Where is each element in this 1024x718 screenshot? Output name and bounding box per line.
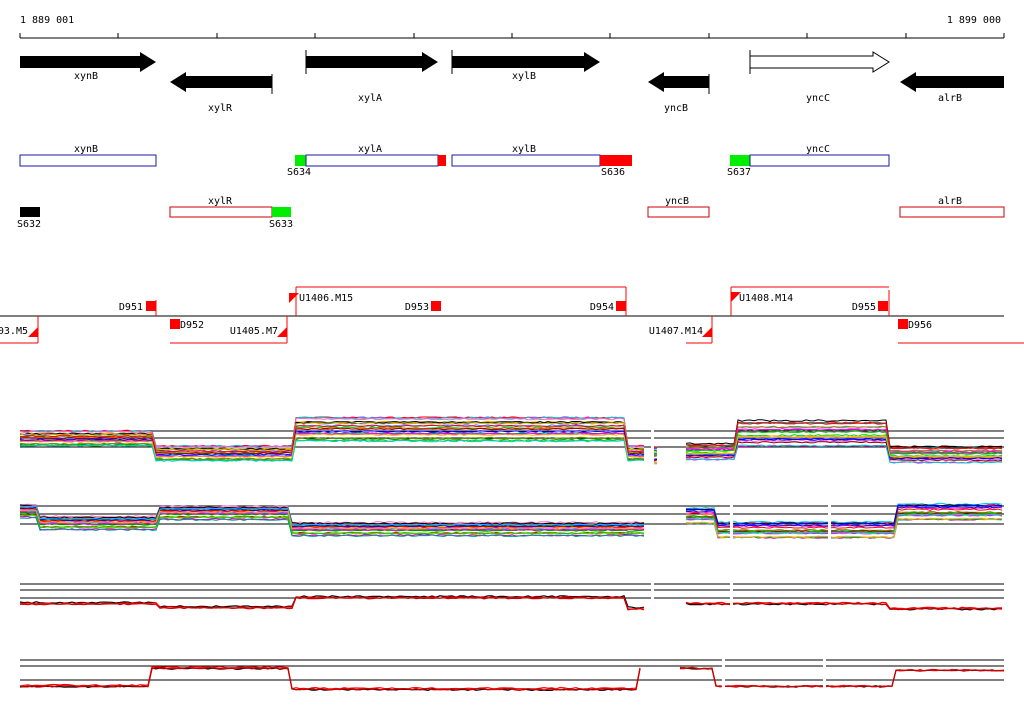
promoter-label-M5: 03.M5	[0, 326, 28, 337]
gene-arrow-xylA[interactable]	[306, 52, 438, 72]
transcript-box-xylA[interactable]	[306, 155, 438, 166]
promoter-U1405[interactable]	[277, 327, 287, 337]
track-gap	[651, 578, 654, 616]
coordinate-ruler: 1 889 001 1 899 000	[20, 15, 1004, 38]
promoter-label-U1407: U1407.M14	[649, 326, 703, 337]
reverse-average-profile-line	[20, 667, 640, 690]
gene-arrow-xynB[interactable]	[20, 52, 156, 72]
site-label-S633: S633	[269, 219, 293, 230]
site-marker-S634[interactable]	[295, 155, 306, 166]
promoter-U1407[interactable]	[702, 327, 712, 337]
gene-label-alrB: alrB	[938, 93, 962, 104]
gene-arrow-xylR[interactable]	[170, 72, 272, 92]
site-marker-S636[interactable]	[600, 155, 632, 166]
site-label-S632: S632	[17, 219, 41, 230]
track-gap	[828, 492, 831, 545]
terminator-marker-xylA[interactable]	[438, 155, 446, 166]
promoter-label-U1405: U1405.M7	[230, 326, 278, 337]
transcript-track: xynB xylA S634 xylB S636 yncC S637 S632 …	[17, 144, 1004, 230]
track-gap	[823, 655, 826, 695]
gene-label-xylA: xylA	[358, 93, 382, 104]
site-marker-S633[interactable]	[272, 207, 291, 217]
site-marker-S637[interactable]	[730, 155, 750, 166]
transcript-label-xynB: xynB	[74, 144, 98, 155]
terminator-label-D952: D952	[180, 320, 204, 331]
transcript-box-yncC[interactable]	[750, 155, 889, 166]
transcript-label-yncB: yncB	[665, 196, 689, 207]
gene-arrow-xylB[interactable]	[452, 52, 600, 72]
terminator-D955[interactable]	[878, 301, 888, 311]
gene-track: xynB xylR xylA xylB yncB yncC alrB	[20, 50, 1004, 114]
gene-label-yncC: yncC	[806, 93, 830, 104]
terminator-D956[interactable]	[898, 319, 908, 329]
terminator-label-D956: D956	[908, 320, 932, 331]
coordinate-start: 1 889 001	[20, 15, 74, 26]
forward-average-profile-line	[20, 598, 644, 610]
transcript-box-yncB[interactable]	[648, 207, 709, 217]
gene-arrow-alrB[interactable]	[900, 72, 1004, 92]
transcript-box-alrB[interactable]	[900, 207, 1004, 217]
site-marker-S632[interactable]	[20, 207, 40, 217]
terminator-D951[interactable]	[146, 301, 156, 311]
track-gap	[730, 492, 733, 545]
terminator-D953[interactable]	[431, 301, 441, 311]
transcript-label-alrB: alrB	[938, 196, 962, 207]
track-gap	[651, 420, 654, 470]
feature-track: D951 D953 D954 D955 D952 D956 03.M5 U140…	[0, 287, 1024, 343]
gene-arrow-yncB[interactable]	[648, 72, 709, 92]
transcript-label-xylB: xylB	[512, 144, 536, 155]
site-label-S634: S634	[287, 167, 311, 178]
transcript-label-xylA: xylA	[358, 144, 382, 155]
terminator-label-D951: D951	[119, 302, 143, 313]
gene-arrow-yncC[interactable]	[750, 52, 889, 72]
terminator-label-D955: D955	[852, 302, 876, 313]
terminator-label-D954: D954	[590, 302, 614, 313]
promoter-label-U1406: U1406.M15	[299, 293, 353, 304]
transcript-box-xylB[interactable]	[452, 155, 600, 166]
reverse-profiles-profile-line	[686, 519, 1002, 538]
transcript-label-yncC: yncC	[806, 144, 830, 155]
gene-label-yncB: yncB	[664, 103, 688, 114]
reverse-average-profile-line	[20, 668, 640, 691]
terminator-D954[interactable]	[616, 301, 626, 311]
terminator-label-D953: D953	[405, 302, 429, 313]
gene-label-xylB: xylB	[512, 71, 536, 82]
reverse-average-profile-line	[680, 667, 1004, 687]
track-gap	[722, 655, 725, 695]
site-label-S636: S636	[601, 167, 625, 178]
forward-average-profile-line	[686, 603, 1002, 609]
transcript-box-xylR[interactable]	[170, 207, 272, 217]
expression-tracks	[20, 417, 1004, 695]
gene-label-xylR: xylR	[208, 103, 233, 114]
promoter-U1406[interactable]	[289, 293, 299, 303]
gene-label-xynB: xynB	[74, 71, 98, 82]
terminator-D952[interactable]	[170, 319, 180, 329]
track-gap	[730, 578, 733, 616]
transcript-box-xynB[interactable]	[20, 155, 156, 166]
site-label-S637: S637	[727, 167, 751, 178]
forward-profiles-profile-line	[20, 440, 644, 461]
reverse-average-profile-line	[680, 668, 1004, 687]
promoter-M5[interactable]	[28, 327, 38, 337]
promoter-label-U1408: U1408.M14	[739, 293, 793, 304]
transcript-label-xylR: xylR	[208, 196, 233, 207]
coordinate-end: 1 899 000	[947, 15, 1001, 26]
